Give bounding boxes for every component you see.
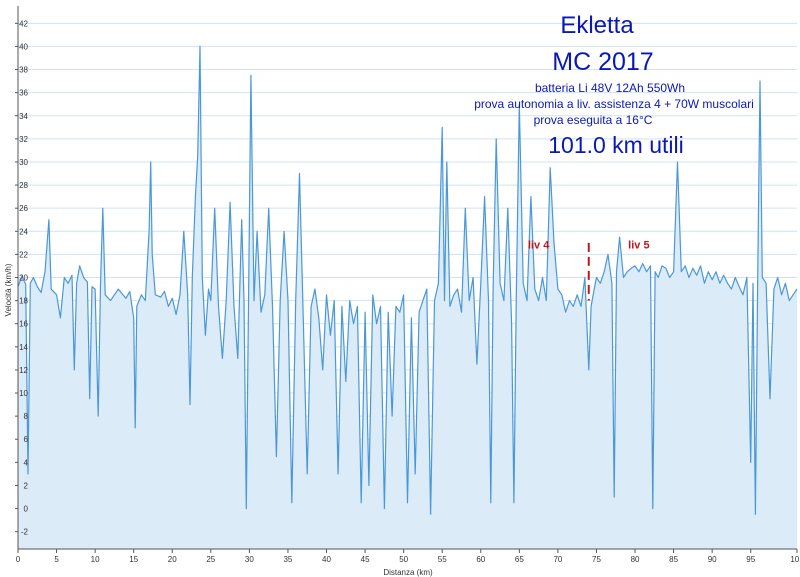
x-tick-label: 15 [129,555,138,564]
x-tick-label: 50 [399,555,408,564]
info-line-battery: batteria Li 48V 12Ah 550Wh [535,81,685,95]
y-tick-label: 30 [19,158,28,167]
y-tick-label: 28 [19,181,28,190]
annotation-liv5: liv 5 [628,240,649,252]
y-axis-title: Velocità (km/h) [4,263,13,316]
y-tick-label: 26 [19,204,28,213]
x-tick-label: 20 [168,555,177,564]
x-tick-label: 65 [515,555,524,564]
x-tick-label: 10 [91,555,100,564]
x-tick-label: 85 [669,555,678,564]
y-tick-label: 2 [24,481,29,490]
y-tick-label: 18 [19,297,28,306]
info-line-temperature: prova eseguita a 16°C [534,113,653,127]
y-tick-label: 10 [19,389,28,398]
x-tick-label: 90 [708,555,717,564]
x-tick-label: 80 [631,555,640,564]
y-axis-ticks: -202468101214161820222426283032343638404… [15,19,29,537]
y-tick-label: 0 [24,505,29,514]
x-tick-label: 35 [283,555,292,564]
x-tick-label: 25 [206,555,215,564]
speed-area-fill [18,46,797,550]
y-tick-label: 4 [24,458,29,467]
y-tick-label: 42 [19,19,28,28]
x-tick-label: 95 [746,555,755,564]
info-line-test: prova autonomia a liv. assistenza 4 + 70… [474,97,754,111]
x-axis-title: Distanza (km) [383,568,433,577]
x-axis-ticks: 0 5 10 15 20 25 30 35 40 45 50 55 60 65 70 75 80 85 90 95 10… [16,549,800,564]
chart-title-line2: MC 2017 [552,48,653,76]
y-tick-label: 40 [19,42,28,51]
x-tick-label: 0 [16,555,21,564]
y-tick-label: 34 [19,112,28,121]
chart-title-line1: Ekletta [560,12,634,39]
y-tick-label: 16 [19,320,28,329]
result-distance: 101.0 km utili [548,132,684,158]
x-tick-label: 40 [322,555,331,564]
x-tick-label: 30 [245,555,254,564]
y-tick-label: -2 [21,528,29,537]
x-tick-label: 5 [54,555,59,564]
x-tick-label: 70 [553,555,562,564]
y-tick-label: 32 [19,135,28,144]
y-tick-label: 38 [19,66,28,75]
x-tick-label: 75 [592,555,601,564]
y-tick-label: 22 [19,250,28,259]
x-tick-label: 60 [476,555,485,564]
y-tick-label: 6 [24,435,29,444]
y-tick-label: 36 [19,89,28,98]
y-tick-label: 14 [19,343,28,352]
annotation-liv4: liv 4 [528,240,550,252]
x-tick-label: 55 [438,555,447,564]
y-tick-label: 24 [19,227,28,236]
y-tick-label: 20 [19,274,28,283]
y-tick-label: 12 [19,366,28,375]
speed-series-line [17,45,798,515]
x-tick-label: 45 [361,555,370,564]
y-tick-label: 8 [24,412,29,421]
x-tick-label: 101 [790,555,800,564]
